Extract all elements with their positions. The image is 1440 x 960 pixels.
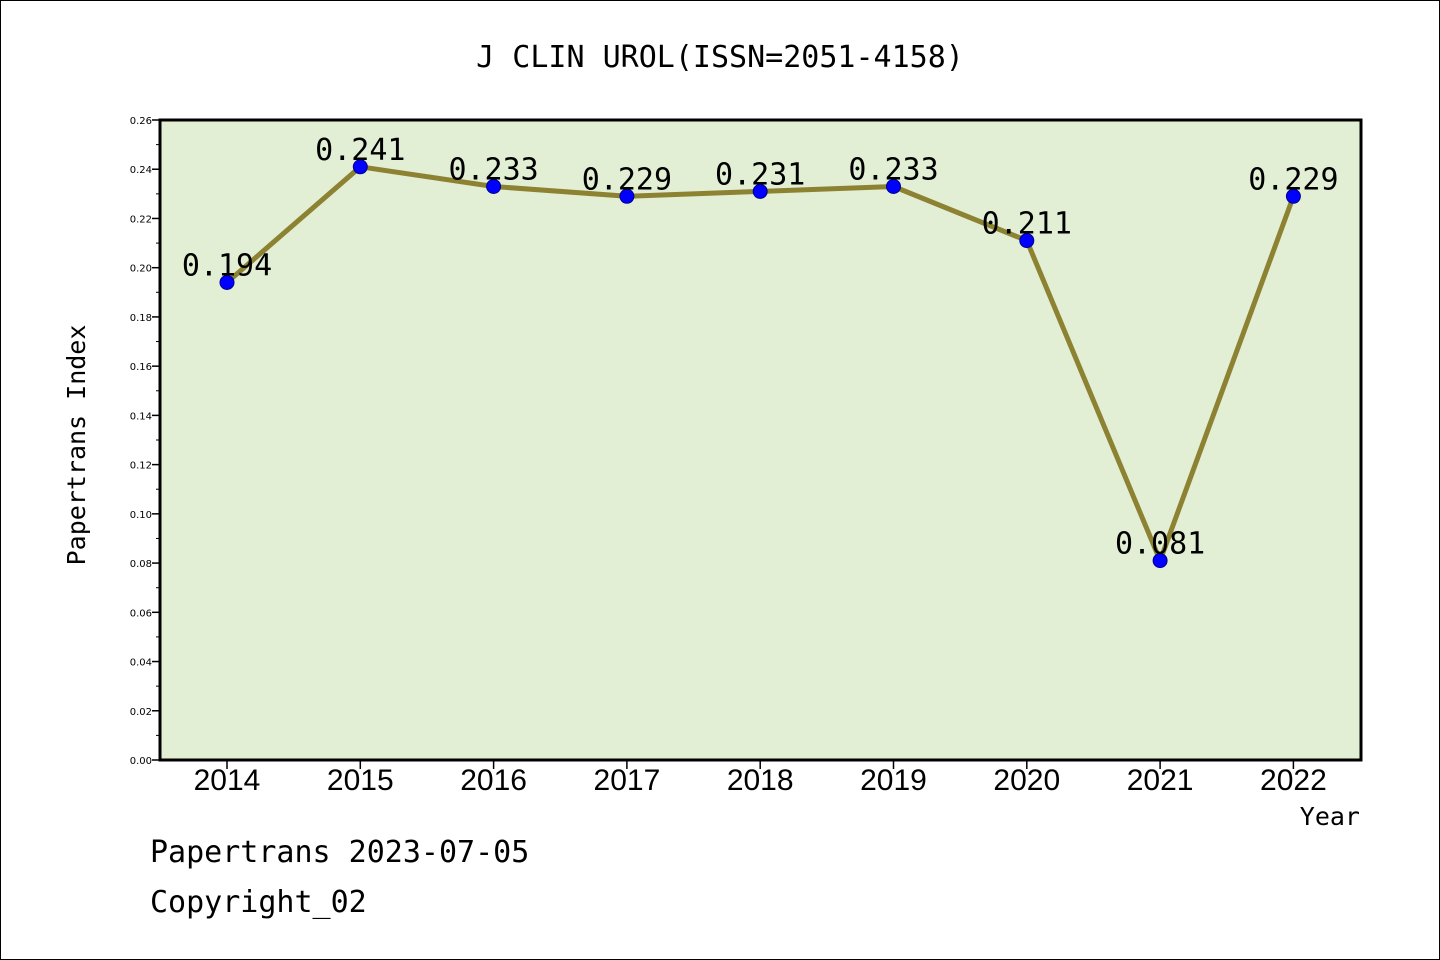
x-tick-label: 2017 <box>594 764 661 797</box>
data-label: 0.194 <box>182 248 272 283</box>
y-tick-label: 0.08 <box>130 559 152 570</box>
y-tick-label: 0.06 <box>130 608 152 619</box>
y-tick-label: 0.24 <box>130 165 152 176</box>
y-tick-label: 0.14 <box>130 411 152 422</box>
x-tick-label: 2019 <box>860 764 927 797</box>
y-tick-label: 0.02 <box>130 707 152 718</box>
data-point-marker <box>619 188 635 204</box>
x-axis-label: Year <box>1300 802 1360 831</box>
y-axis-label: Papertrans Index <box>62 325 91 566</box>
data-point-marker <box>486 178 502 194</box>
x-tick-label: 2015 <box>327 764 394 797</box>
x-tick-label: 2020 <box>993 764 1060 797</box>
footer-date: Papertrans 2023-07-05 <box>150 835 530 870</box>
x-tick-label: 2021 <box>1127 764 1194 797</box>
y-tick-label: 0.04 <box>130 658 152 669</box>
y-tick-label: 0.00 <box>130 756 152 767</box>
x-tick-label: 2022 <box>1260 764 1327 797</box>
data-label: 0.229 <box>582 162 672 197</box>
data-point-marker <box>352 159 368 175</box>
y-tick-label: 0.20 <box>130 264 152 275</box>
y-tick-label: 0.22 <box>130 214 152 225</box>
data-label: 0.233 <box>448 152 538 187</box>
data-label: 0.231 <box>715 157 805 192</box>
data-label: 0.241 <box>315 133 405 168</box>
data-point-marker <box>752 183 768 199</box>
plot-border <box>158 118 1363 762</box>
y-tick-label: 0.16 <box>130 362 152 373</box>
x-tick-label: 2018 <box>727 764 794 797</box>
x-tick-label: 2014 <box>194 764 261 797</box>
footer-copyright: Copyright_02 <box>150 885 367 920</box>
data-point-marker <box>1152 553 1168 569</box>
plot-area <box>160 120 1361 760</box>
y-tick-label: 0.10 <box>130 510 152 521</box>
y-tick-label: 0.18 <box>130 313 152 324</box>
y-tick-label: 0.12 <box>130 461 152 472</box>
data-point-marker <box>219 274 235 290</box>
data-labels: 0.194 0.241 0.233 0.229 0.231 0.233 0.211 0.081… <box>182 133 1339 562</box>
series-markers <box>219 159 1301 569</box>
data-point-marker <box>886 178 901 194</box>
x-axis: 2014 2015 2016 2017 2018 2019 2020 2021 2022 <box>194 760 1327 797</box>
y-axis: 0.00 0.02 0.04 0.06 0.08 0.10 0.12 0.14 0.16 0.18… <box>130 116 160 767</box>
y-tick-label: 0.26 <box>130 116 152 127</box>
data-label: 0.229 <box>1248 162 1338 197</box>
data-label: 0.211 <box>982 207 1072 242</box>
chart-title: J CLIN UROL(ISSN=2051-4158) <box>476 40 964 75</box>
data-point-marker <box>1285 188 1301 204</box>
data-label: 0.233 <box>848 152 938 187</box>
x-tick-label: 2016 <box>460 764 527 797</box>
data-label: 0.081 <box>1115 527 1205 562</box>
data-point-marker <box>1019 233 1035 249</box>
